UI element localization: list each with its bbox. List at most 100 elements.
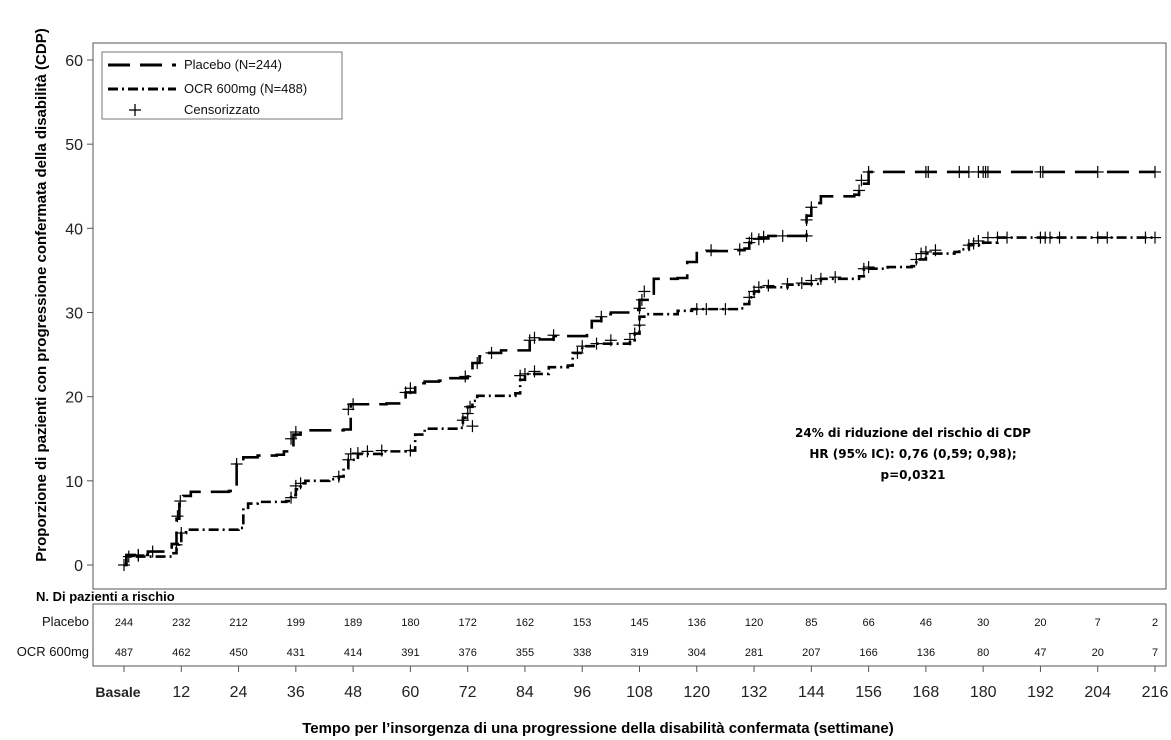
- censor-marker: [1091, 165, 1104, 178]
- censor-marker: [590, 337, 603, 350]
- censor-marker: [604, 334, 617, 347]
- y-tick-label: 30: [65, 306, 83, 323]
- risk-value: 487: [115, 647, 133, 659]
- censor-marker: [757, 230, 770, 243]
- y-tick-label: 40: [65, 221, 83, 238]
- censor-marker: [628, 327, 641, 340]
- y-axis: 0 10 20 30 40 50 60: [65, 53, 93, 575]
- legend: Placebo (N=244) OCR 600mg (N=488) Censor…: [101, 51, 343, 120]
- risk-value: 172: [458, 617, 476, 629]
- x-tick-label: 216: [1142, 684, 1169, 701]
- risk-value: 136: [917, 647, 935, 659]
- risk-value: 281: [745, 647, 763, 659]
- risk-row-label-ocr: OCR 600mg: [17, 644, 89, 659]
- risk-value: 80: [977, 647, 989, 659]
- series-line: [124, 236, 1155, 567]
- y-tick-label: 20: [65, 390, 83, 407]
- x-tick-label: 204: [1084, 684, 1111, 701]
- censor-marker: [929, 244, 942, 257]
- risk-value: 232: [172, 617, 190, 629]
- censor-marker: [375, 444, 388, 457]
- censor-marker: [122, 550, 135, 563]
- risk-value: 20: [1092, 647, 1104, 659]
- risk-value: 136: [688, 617, 706, 629]
- risk-value: 199: [287, 617, 305, 629]
- censor-marker: [528, 365, 541, 378]
- censor-marker: [361, 445, 374, 458]
- censor-marker: [1001, 231, 1014, 244]
- censor-marker: [230, 458, 243, 470]
- risk-value: 338: [573, 647, 591, 659]
- risk-value: 414: [344, 647, 362, 659]
- x-tick-label: 72: [459, 684, 477, 701]
- censor-marker: [528, 331, 541, 344]
- censor-marker: [700, 303, 713, 316]
- x-tick-label: 96: [573, 684, 591, 701]
- censor-marker: [595, 310, 608, 323]
- x-tick-label: 36: [287, 684, 305, 701]
- censor-marker: [404, 444, 417, 457]
- risk-value: 244: [115, 617, 133, 629]
- series-ocr: [122, 231, 1161, 567]
- risk-row-label-placebo: Placebo: [42, 614, 89, 629]
- censor-marker: [919, 245, 932, 258]
- risk-value: 450: [229, 647, 247, 659]
- risk-value: 162: [516, 617, 534, 629]
- x-axis: Basale 12 24 36 48 60 72 84 96 108 120 132 144 156 168…: [95, 666, 1168, 701]
- censor-marker: [294, 477, 307, 490]
- risk-value: 166: [859, 647, 877, 659]
- censor-marker: [1101, 231, 1114, 244]
- censor-marker: [342, 403, 355, 416]
- censor-marker: [347, 398, 360, 411]
- censor-marker: [461, 407, 474, 420]
- censor-marker: [805, 274, 818, 287]
- censor-marker: [344, 447, 357, 460]
- censor-marker: [547, 329, 560, 342]
- censor-marker: [752, 281, 765, 294]
- risk-value: 66: [862, 617, 874, 629]
- series-layer: [118, 165, 1161, 571]
- censor-marker: [351, 447, 364, 460]
- censor-marker: [733, 243, 746, 256]
- y-tick-label: 50: [65, 137, 83, 154]
- risk-value: 180: [401, 617, 419, 629]
- x-tick-label: 108: [626, 684, 653, 701]
- x-tick-label: 168: [913, 684, 940, 701]
- risk-value: 431: [287, 647, 305, 659]
- risk-value: 46: [920, 617, 932, 629]
- censor-marker: [523, 334, 536, 347]
- censor-marker: [132, 549, 145, 562]
- risk-value: 153: [573, 617, 591, 629]
- risk-value: 7: [1095, 617, 1101, 629]
- censor-marker: [853, 184, 866, 197]
- x-tick-label: 48: [344, 684, 362, 701]
- censor-marker: [466, 420, 479, 433]
- y-axis-title: Proporzione di pazienti con progressione…: [33, 28, 50, 561]
- censor-marker: [285, 432, 298, 445]
- censor-marker: [829, 271, 842, 284]
- censor-marker: [762, 279, 775, 292]
- x-tick-label: 84: [516, 684, 534, 701]
- risk-value: 47: [1034, 647, 1046, 659]
- censor-marker: [862, 165, 875, 178]
- censor-marker: [745, 232, 758, 245]
- censor-marker: [981, 165, 994, 178]
- censor-marker: [1149, 231, 1161, 244]
- risk-value: 376: [458, 647, 476, 659]
- legend-item-ocr: OCR 600mg (N=488): [184, 81, 307, 96]
- censor-marker: [795, 277, 808, 290]
- annotation-risk-reduction: 24% di riduzione del rischio di CDP: [795, 426, 1031, 440]
- censor-marker: [485, 346, 498, 359]
- series-line: [124, 170, 1155, 567]
- censor-marker: [781, 277, 794, 290]
- censor-marker: [862, 261, 875, 274]
- y-tick-label: 0: [74, 558, 83, 575]
- risk-table-title: N. Di pazienti a rischio: [36, 589, 175, 604]
- x-tick-label: 24: [230, 684, 248, 701]
- censor-marker: [857, 262, 870, 275]
- censor-marker: [404, 382, 417, 395]
- censor-marker: [332, 470, 345, 483]
- censor-marker: [146, 545, 159, 558]
- risk-value: 189: [344, 617, 362, 629]
- x-tick-label: 132: [741, 684, 768, 701]
